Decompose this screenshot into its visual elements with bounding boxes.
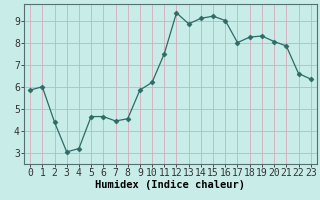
X-axis label: Humidex (Indice chaleur): Humidex (Indice chaleur): [95, 180, 245, 190]
